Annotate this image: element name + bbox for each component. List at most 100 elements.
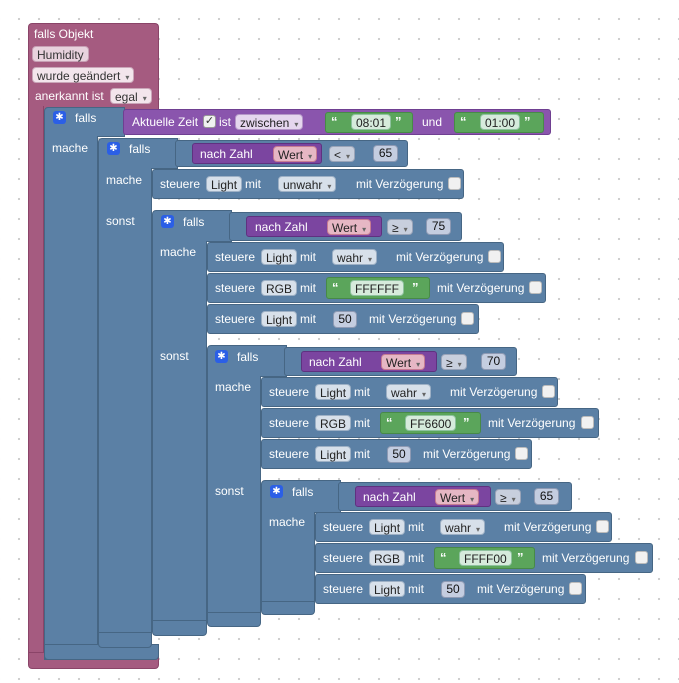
steuere-label: steuere — [215, 281, 256, 295]
delay-label: mit Verzögerung — [356, 177, 444, 191]
do-label: mache — [269, 515, 306, 529]
mit-label: mit — [300, 312, 316, 326]
delay-checkbox[interactable] — [635, 551, 648, 564]
close-quote-icon: ” — [463, 415, 470, 430]
target-field[interactable]: Light — [369, 581, 406, 597]
mit-label: mit — [354, 447, 370, 461]
nach-zahl-label: nach Zahl — [309, 355, 362, 369]
do-label: mache — [52, 141, 89, 155]
wert-dropdown[interactable]: Wert — [273, 146, 318, 162]
delay-label: mit Verzögerung — [450, 385, 538, 399]
operator-dropdown[interactable]: ≥ — [495, 489, 521, 505]
set-state-block[interactable] — [261, 377, 558, 407]
target-field[interactable]: Light — [261, 311, 298, 327]
if-label: falls — [183, 215, 205, 229]
delay-checkbox[interactable] — [542, 385, 555, 398]
delay-checkbox[interactable] — [448, 177, 461, 190]
operator-dropdown[interactable]: < — [329, 146, 356, 162]
close-quote-icon: ” — [412, 280, 419, 295]
delay-label: mit Verzögerung — [488, 416, 576, 430]
wert-dropdown[interactable]: Wert — [435, 489, 480, 505]
open-quote-icon: “ — [460, 114, 467, 129]
time-mode-dropdown[interactable]: zwischen — [235, 114, 304, 130]
target-field[interactable]: RGB — [315, 415, 352, 431]
delay-checkbox[interactable] — [529, 281, 542, 294]
delay-label: mit Verzögerung — [477, 582, 565, 596]
steuere-label: steuere — [269, 385, 310, 399]
time-und-label: und — [422, 115, 443, 129]
delay-label: mit Verzögerung — [504, 520, 592, 534]
time-condition-label: Aktuelle Zeit — [132, 115, 199, 129]
mit-label: mit — [245, 177, 261, 191]
gear-icon[interactable]: ✱ — [215, 350, 228, 363]
object-id-field[interactable]: Humidity — [32, 46, 89, 62]
delay-checkbox[interactable] — [569, 582, 582, 595]
brightness-value[interactable]: 50 — [441, 581, 465, 598]
value-dropdown[interactable]: wahr — [332, 249, 378, 265]
ack-dropdown[interactable]: egal — [110, 88, 152, 104]
delay-checkbox[interactable] — [596, 520, 609, 533]
close-quote-icon: ” — [524, 114, 531, 129]
brightness-value[interactable]: 50 — [333, 311, 357, 328]
wert-dropdown[interactable]: Wert — [327, 219, 372, 235]
target-field[interactable]: Light — [206, 176, 243, 192]
nach-zahl-label: nach Zahl — [255, 220, 308, 234]
if-label: falls — [237, 350, 259, 364]
end-time-field[interactable]: 01:00 — [480, 114, 521, 130]
color-value-field[interactable]: FF6600 — [405, 415, 457, 431]
compare-value[interactable]: 70 — [481, 353, 506, 370]
target-field[interactable]: Light — [261, 249, 298, 265]
time-ist-label: ist — [219, 115, 231, 129]
steuere-label: steuere — [323, 551, 364, 565]
delay-checkbox[interactable] — [488, 250, 501, 263]
steuere-label: steuere — [269, 416, 310, 430]
compare-value[interactable]: 65 — [373, 145, 398, 162]
gear-icon[interactable]: ✱ — [107, 142, 120, 155]
gear-icon[interactable]: ✱ — [53, 111, 66, 124]
if-block-4-spine — [207, 376, 261, 621]
delay-label: mit Verzögerung — [396, 250, 484, 264]
target-field[interactable]: Light — [315, 446, 352, 462]
time-checkbox[interactable]: ✓ — [203, 115, 216, 128]
if-block-3-spine — [152, 241, 207, 625]
mit-label: mit — [354, 416, 370, 430]
value-dropdown[interactable]: unwahr — [278, 176, 337, 192]
value-dropdown[interactable]: wahr — [386, 384, 432, 400]
mit-label: mit — [408, 520, 424, 534]
target-field[interactable]: RGB — [261, 280, 298, 296]
delay-checkbox[interactable] — [515, 447, 528, 460]
delay-label: mit Verzögerung — [542, 551, 630, 565]
event-dropdown[interactable]: wurde geändert — [32, 67, 135, 83]
if-label: falls — [129, 142, 151, 156]
wert-dropdown[interactable]: Wert — [381, 354, 426, 370]
ack-label: anerkannt ist — [35, 89, 104, 103]
brightness-value[interactable]: 50 — [387, 446, 411, 463]
color-value-field[interactable]: FFFF00 — [459, 550, 512, 566]
if-block-2-spine — [98, 168, 152, 638]
open-quote-icon: “ — [440, 550, 447, 565]
gear-icon[interactable]: ✱ — [270, 485, 283, 498]
open-quote-icon: “ — [331, 114, 338, 129]
operator-dropdown[interactable]: ≥ — [387, 219, 413, 235]
value-dropdown[interactable]: wahr — [440, 519, 486, 535]
start-time-field[interactable]: 08:01 — [351, 114, 392, 130]
delay-checkbox[interactable] — [581, 416, 594, 429]
mit-label: mit — [300, 250, 316, 264]
delay-checkbox[interactable] — [461, 312, 474, 325]
gear-icon[interactable]: ✱ — [161, 215, 174, 228]
steuere-label: steuere — [215, 250, 256, 264]
open-quote-icon: “ — [332, 280, 339, 295]
target-field[interactable]: RGB — [369, 550, 406, 566]
compare-value[interactable]: 65 — [534, 488, 559, 505]
target-field[interactable]: Light — [369, 519, 406, 535]
mit-label: mit — [300, 281, 316, 295]
mit-label: mit — [354, 385, 370, 399]
if-block-time[interactable] — [44, 107, 125, 137]
if-block-5-footer — [261, 601, 315, 615]
target-field[interactable]: Light — [315, 384, 352, 400]
steuere-label: steuere — [323, 582, 364, 596]
operator-dropdown[interactable]: ≥ — [441, 354, 467, 370]
compare-value[interactable]: 75 — [426, 218, 451, 235]
steuere-label: steuere — [160, 177, 201, 191]
color-value-field[interactable]: FFFFFF — [350, 280, 404, 296]
